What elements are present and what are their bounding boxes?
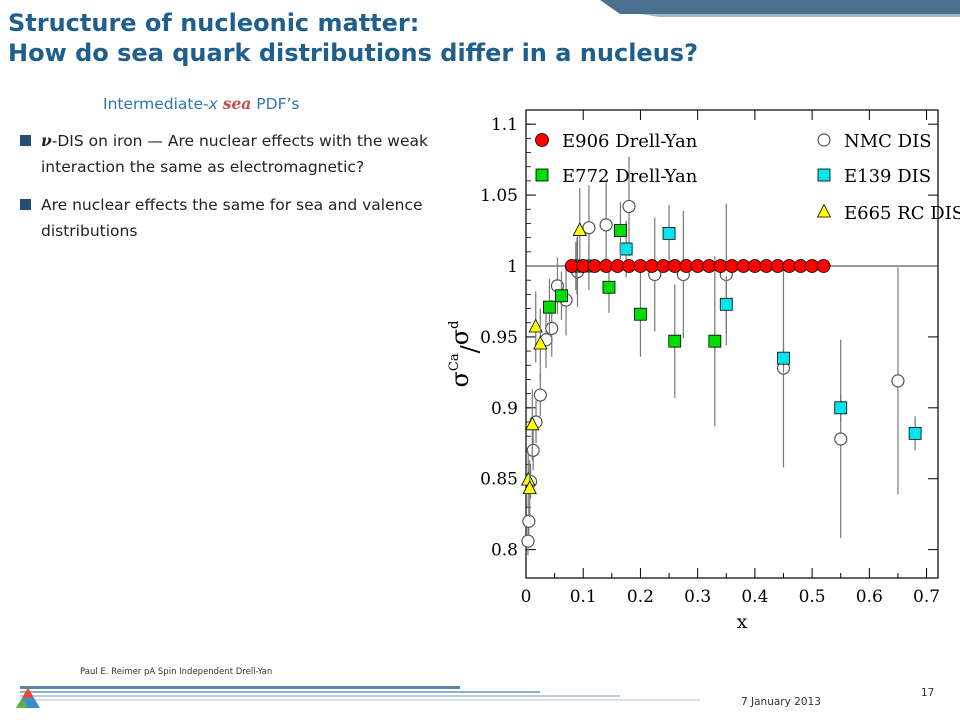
y-tick-label: 0.9 <box>491 399 518 419</box>
y-axis-label-part: Ca <box>447 353 462 371</box>
e772-drell-yan-point <box>555 289 568 303</box>
nmc-dis-point <box>622 199 636 214</box>
e665-rc-dis-point <box>572 222 587 236</box>
nmc-dis-point <box>526 443 540 457</box>
nmc-dis-point <box>891 374 905 388</box>
nmc-dis-point <box>533 388 547 402</box>
page-number: 17 <box>921 687 935 699</box>
e665-rc-dis-point <box>525 416 540 431</box>
ratio-chart: 0 0.1 0.2 0.3 0.4 0.5 0.6 0.7 0.8 0.85 0.9 0.95 1 1.0… <box>446 109 960 633</box>
legend-marker-nmc-dis <box>817 133 831 147</box>
x-tick-label: 0.7 <box>913 587 940 607</box>
legend-label-e772-drell-yan: E772 Drell-Yan <box>562 166 698 187</box>
bullet-square-icon <box>20 135 31 146</box>
x-tick-label: 0.5 <box>799 587 826 607</box>
subtitle: Intermediate-x sea PDF’s <box>103 94 300 113</box>
legend-label-nmc-dis: NMC DIS <box>844 131 932 152</box>
y-tick-label: 1 <box>507 257 518 277</box>
e139-dis-point <box>834 401 848 415</box>
subtitle-sea: sea <box>222 94 252 113</box>
nmc-dis-point <box>545 321 559 335</box>
nmc-dis-point <box>521 534 535 548</box>
subtitle-suffix: PDF’s <box>251 95 300 113</box>
e139-dis-point <box>662 226 676 240</box>
y-tick-label: 1.1 <box>491 115 518 135</box>
y-tick-label: 0.8 <box>491 541 518 561</box>
bullet-text-2: Are nuclear effects the same for sea and… <box>41 196 423 240</box>
legend-marker-e772-drell-yan <box>535 168 549 182</box>
x-tick-label: 0.2 <box>627 587 654 607</box>
y-tick-label: 0.85 <box>480 470 518 490</box>
legend-label-e139-dis: E139 DIS <box>844 166 931 187</box>
nmc-dis-point <box>834 432 848 446</box>
e772-drell-yan-point <box>543 300 556 314</box>
e665-rc-dis-point <box>533 335 548 350</box>
bullet-item-1: ν-DIS on iron — Are nuclear effects with… <box>20 128 440 180</box>
nmc-dis-point <box>522 514 536 528</box>
nmc-dis-point <box>599 218 613 232</box>
x-tick-label: 0.3 <box>684 587 711 607</box>
legend-marker-e665-rc-dis <box>816 203 832 218</box>
e139-dis-point <box>619 242 633 256</box>
footer-author: Paul E. Reimer pA Spin Independent Drell… <box>80 667 273 677</box>
logo-icon <box>16 688 40 708</box>
legend-marker-e139-dis <box>817 168 831 182</box>
page-title: Structure of nucleonic matter: How do se… <box>8 8 698 68</box>
bullet-list: ν-DIS on iron — Are nuclear effects with… <box>20 128 440 256</box>
x-tick-label: 0 <box>521 587 532 607</box>
e906-drell-yan-point <box>816 259 831 273</box>
x-tick-label: 0.4 <box>741 587 768 607</box>
nmc-dis-point <box>582 221 596 235</box>
e772-drell-yan-point <box>614 224 627 237</box>
bullet-item-2: Are nuclear effects the same for sea and… <box>20 192 440 244</box>
e665-rc-dis-point <box>522 480 537 495</box>
x-tick-label: 0.1 <box>570 587 597 607</box>
e772-drell-yan-point <box>602 280 616 294</box>
y-tick-label: 1.05 <box>480 186 518 206</box>
e772-drell-yan-point <box>668 334 682 348</box>
legend-label-e665-rc-dis: E665 RC DIS <box>844 203 960 224</box>
y-axis-label: σCa/σd <box>446 321 484 388</box>
e139-dis-point <box>777 351 790 365</box>
x-tick-label: 0.6 <box>856 587 883 607</box>
footer-date: 7 January 2013 <box>741 696 821 708</box>
bullet-text-1: -DIS on iron — Are nuclear effects with … <box>41 132 428 176</box>
subtitle-x: x <box>208 95 218 113</box>
e665-rc-dis-point <box>528 318 543 333</box>
y-axis-label-part: d <box>447 321 462 329</box>
title-line-1: Structure of nucleonic matter: <box>8 9 420 37</box>
top-banner <box>600 0 960 17</box>
e139-dis-point <box>908 426 922 440</box>
e139-dis-point <box>719 297 733 311</box>
subtitle-prefix: Intermediate- <box>103 95 209 113</box>
y-axis-label-part: / <box>456 344 484 353</box>
legend-marker-e906-drell-yan <box>535 133 549 147</box>
nu-symbol: ν <box>41 131 52 150</box>
footer-decoration <box>20 686 700 701</box>
x-axis-label: x <box>737 611 748 633</box>
e772-drell-yan-point <box>708 334 722 348</box>
bullet-square-icon <box>20 199 31 210</box>
chart-container: 0 0.1 0.2 0.3 0.4 0.5 0.6 0.7 0.8 0.85 0.9 0.95 1 1.0… <box>430 100 960 645</box>
e772-drell-yan-point <box>634 307 647 321</box>
plot-frame <box>525 109 939 579</box>
y-axis-label-part: σ <box>446 371 474 387</box>
title-line-2: How do sea quark distributions differ in… <box>8 39 698 67</box>
y-axis-label-part: σ <box>446 329 474 345</box>
legend-label-e906-drell-yan: E906 Drell-Yan <box>562 131 698 152</box>
y-tick-label: 0.95 <box>480 328 518 348</box>
